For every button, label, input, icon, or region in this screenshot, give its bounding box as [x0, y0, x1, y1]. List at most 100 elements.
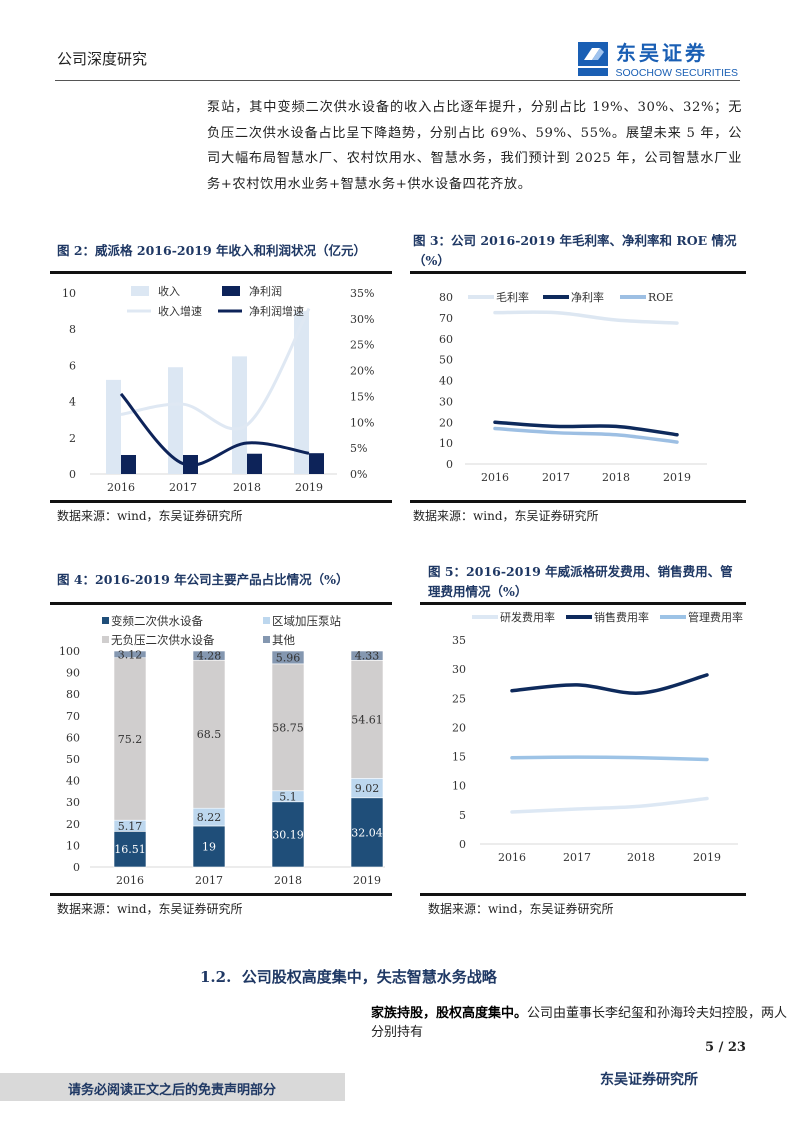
stacked-segment: [271, 801, 305, 868]
y-tick-label: 80: [439, 291, 453, 304]
y-tick-label: 10: [439, 437, 453, 450]
y-tick-label: 40: [439, 375, 453, 388]
stacked-segment: [350, 650, 384, 661]
legend-label: 区域加压泵站: [272, 614, 341, 628]
legend-swatch: [131, 286, 149, 296]
legend-label: 销售费用率: [594, 610, 649, 624]
data-label: 5.96: [276, 651, 301, 664]
y-tick-label: 50: [439, 354, 453, 367]
legend-label: 研发费用率: [500, 610, 555, 624]
data-label: 4.33: [355, 650, 380, 663]
figure-3-source: 数据来源：wind，东吴证券研究所: [413, 509, 599, 523]
footer-disclaimer-box: 请务必阅读正文之后的免责声明部分: [0, 1073, 345, 1101]
y2-tick-label: 0%: [350, 468, 367, 481]
y-tick-label: 35: [452, 634, 466, 647]
section-title: 公司股权高度集中，失志智慧水务战略: [241, 968, 497, 986]
logo-mark-icon: [578, 42, 608, 76]
section-number: 1.2.: [200, 968, 232, 986]
legend-swatch: [263, 636, 270, 643]
legend-swatch: [102, 636, 109, 643]
y-tick-label: 80: [66, 688, 80, 701]
stacked-segment: [192, 825, 226, 868]
legend-label: 管理费用率: [688, 610, 743, 624]
stacked-segment: [271, 663, 305, 792]
data-label: 5.1: [279, 790, 297, 803]
legend-label: 无负压二次供水设备: [111, 633, 215, 647]
line-net-profit-growth: [119, 392, 310, 467]
footer-disclaimer: 请务必阅读正文之后的免责声明部分: [68, 1083, 277, 1098]
legend-swatch: [102, 617, 109, 624]
data-label: 3.12: [118, 648, 143, 661]
y-tick-label: 100: [59, 645, 80, 658]
stacked-segment: [113, 831, 147, 868]
figure-4-top-rule: [50, 602, 392, 605]
data-label: 68.5: [197, 728, 222, 741]
data-label: 54.61: [351, 713, 383, 726]
y-tick-label: 90: [66, 667, 80, 680]
y-tick-label: 5: [459, 809, 466, 822]
figure-2-title: 图 2：威派格 2016-2019 年收入和利润状况（亿元）: [57, 243, 367, 258]
footer-institute: 东吴证券研究所: [600, 1072, 698, 1088]
y-tick-label: 0: [73, 861, 80, 874]
x-tick-label: 2016: [107, 481, 135, 494]
data-label: 8.22: [197, 811, 222, 824]
y2-tick-label: 10%: [350, 416, 374, 429]
x-tick-label: 2019: [295, 481, 323, 494]
x-tick-label: 2018: [274, 874, 302, 887]
data-label: 5.17: [118, 820, 143, 833]
x-tick-label: 2016: [498, 851, 526, 864]
x-tick-label: 2019: [353, 874, 381, 887]
stacked-segment: [113, 650, 147, 659]
legend-label: ROE: [648, 291, 673, 304]
figure-3-top-rule: [410, 271, 746, 274]
y-tick-label: 40: [66, 775, 80, 788]
y-tick-label: 2: [69, 432, 76, 445]
x-tick-label: 2018: [602, 471, 630, 484]
y2-tick-label: 35%: [350, 287, 374, 300]
y-tick-label: 6: [69, 359, 76, 372]
y2-tick-label: 15%: [350, 390, 374, 403]
figure-3-title: 图 3：公司 2016-2019 年毛利率、净利率和 ROE 情况（%）: [413, 233, 737, 268]
x-tick-label: 2017: [195, 874, 223, 887]
y-tick-label: 25: [452, 692, 466, 705]
stacked-segment: [113, 657, 147, 821]
figure-2-source: 数据来源：wind，东吴证券研究所: [57, 509, 243, 523]
y-tick-label: 70: [439, 312, 453, 325]
y-tick-label: 0: [69, 468, 76, 481]
figure-3-bottom-rule: [410, 500, 746, 503]
y-tick-label: 20: [439, 416, 453, 429]
x-tick-label: 2017: [542, 471, 570, 484]
legend-label: 毛利率: [496, 290, 529, 304]
x-tick-label: 2019: [693, 851, 721, 864]
x-tick-label: 2016: [481, 471, 509, 484]
bar-revenue: [232, 356, 247, 474]
bar-revenue: [294, 311, 309, 474]
data-label: 19: [202, 840, 216, 853]
stacked-segment: [271, 650, 305, 665]
data-label: 9.02: [355, 782, 380, 795]
y-tick-label: 0: [446, 458, 453, 471]
y-tick-label: 8: [69, 323, 76, 336]
x-tick-label: 2017: [169, 481, 197, 494]
intro-paragraph: 泵站，其中变频二次供水设备的收入占比逐年提升，分别占比 19%、30%、32%；…: [207, 100, 742, 192]
y2-tick-label: 5%: [350, 442, 367, 455]
figure-4-bottom-rule: [50, 893, 392, 896]
bar-revenue: [168, 367, 183, 474]
x-tick-label: 2017: [563, 851, 591, 864]
y-tick-label: 20: [452, 721, 466, 734]
x-tick-label: 2018: [233, 481, 261, 494]
section-heading: 1.2. 公司股权高度集中，失志智慧水务战略: [200, 966, 497, 987]
y-tick-label: 60: [66, 731, 80, 744]
header-section-label: 公司深度研究: [57, 50, 148, 68]
body-paragraph: 家族持股，股权高度集中。公司由董事长李纪玺和孙海玲夫妇控股，两人分别持有: [371, 1002, 793, 1040]
data-label: 75.2: [118, 733, 143, 746]
bar-net-profit: [309, 453, 324, 474]
legend-label: 收入: [158, 284, 180, 298]
y-tick-label: 30: [452, 663, 466, 676]
series-line: [493, 420, 679, 437]
bar-revenue: [106, 379, 121, 474]
figure-4-title: 图 4：2016-2019 年公司主要产品占比情况（%）: [57, 572, 349, 587]
x-tick-label: 2016: [116, 874, 144, 887]
y-tick-label: 10: [62, 287, 76, 300]
